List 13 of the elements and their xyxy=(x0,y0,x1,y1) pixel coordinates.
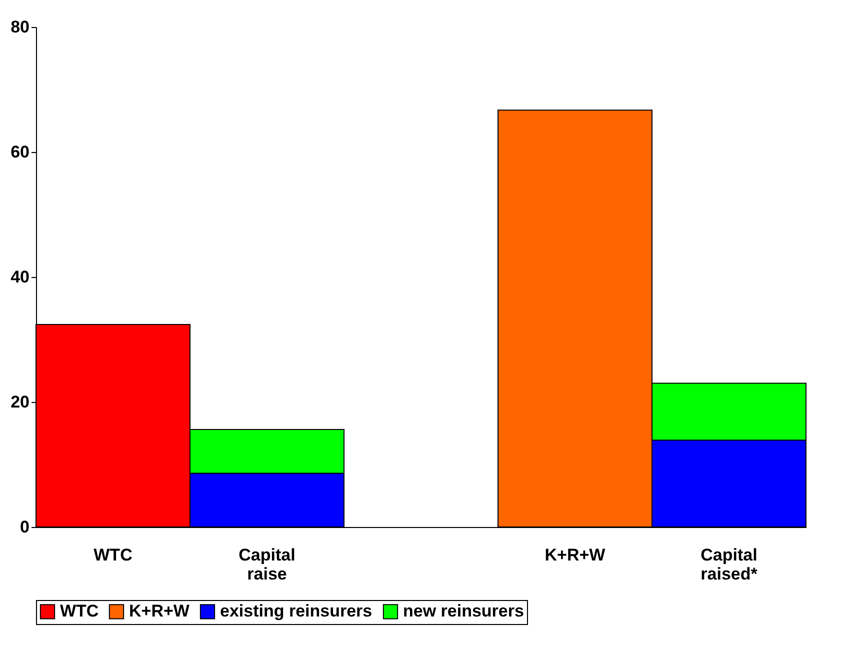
legend-label: existing reinsurers xyxy=(220,602,372,621)
legend-label: K+R+W xyxy=(129,602,190,621)
y-tick-label: 0 xyxy=(20,518,30,536)
y-tick-label: 60 xyxy=(10,142,30,162)
x-tick-label: Capital raised* xyxy=(700,546,758,584)
x-tick-label: K+R+W xyxy=(544,546,606,564)
y-tick-label: 80 xyxy=(10,18,30,36)
x-tick-label: WTC xyxy=(94,546,132,564)
legend-label: new reinsurers xyxy=(403,602,524,621)
y-tick-label: 20 xyxy=(10,392,30,412)
y-tick-label: 40 xyxy=(10,268,30,286)
x-tick-label: Capital raise xyxy=(238,546,296,584)
legend-label: WTC xyxy=(60,602,99,621)
